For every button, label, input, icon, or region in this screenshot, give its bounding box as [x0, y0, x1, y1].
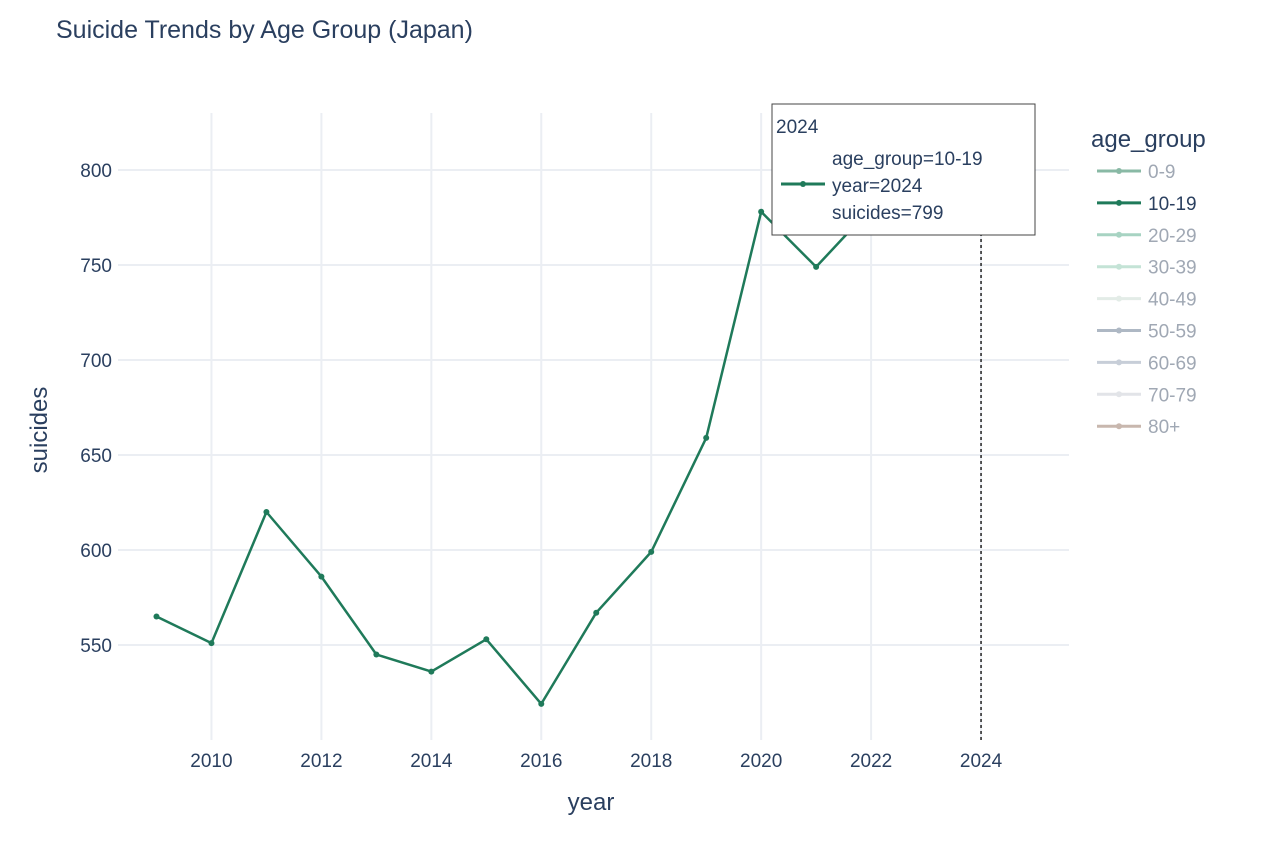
data-point[interactable] [208, 640, 215, 647]
legend-item-10-19[interactable]: 10-19 [1097, 194, 1197, 215]
y-axis-title: suicides [26, 387, 53, 474]
legend-label: 50-59 [1148, 322, 1197, 343]
y-tick-label: 550 [80, 636, 112, 657]
legend-swatch-marker [1116, 295, 1122, 302]
legend-title: age_group [1091, 126, 1206, 153]
legend-label: 60-69 [1148, 353, 1197, 374]
legend-label: 70-79 [1148, 385, 1197, 406]
x-tick-label: 2012 [300, 751, 342, 772]
x-tick-label: 2024 [960, 751, 1003, 772]
y-tick-label: 750 [80, 256, 112, 277]
legend-item-70-79[interactable]: 70-79 [1097, 385, 1197, 406]
tooltip-line-suicides: suicides=799 [832, 203, 943, 224]
legend-item-40-49[interactable]: 40-49 [1097, 290, 1197, 311]
legend-label: 40-49 [1148, 290, 1197, 311]
y-tick-label: 700 [80, 351, 112, 372]
tooltip-line-year: year=2024 [832, 176, 923, 197]
x-axis-title: year [568, 789, 615, 816]
legend-item-60-69[interactable]: 60-69 [1097, 353, 1197, 374]
legend-label: 30-39 [1148, 258, 1197, 279]
legend-swatch-marker [1116, 263, 1122, 270]
legend-swatch-marker [1116, 359, 1122, 366]
tooltip-header: 2024 [776, 117, 819, 138]
chart-title: Suicide Trends by Age Group (Japan) [56, 16, 473, 44]
x-tick-label: 2020 [740, 751, 782, 772]
data-point[interactable] [428, 668, 435, 675]
series-line-10-19[interactable] [155, 153, 982, 706]
x-tick-label: 2014 [410, 751, 453, 772]
x-tick-label: 2022 [850, 751, 892, 772]
tooltip-box [771, 103, 1036, 236]
legend-item-80+[interactable]: 80+ [1097, 417, 1180, 438]
legend-item-20-29[interactable]: 20-29 [1097, 226, 1197, 247]
legend-item-30-39[interactable]: 30-39 [1097, 258, 1197, 279]
data-point[interactable] [538, 700, 545, 707]
legend-swatch-marker [1116, 423, 1122, 430]
tooltip-line-age-group: age_group=10-19 [832, 149, 983, 170]
legend-label: 20-29 [1148, 226, 1197, 247]
y-axis-ticks: 550 600 650 700 750 800 [80, 161, 112, 657]
hover-tooltip: 2024 age_group=10-19 year=2024 suicides=… [771, 103, 1036, 236]
x-axis-ticks: 2010 2012 2014 2016 2018 2020 2022 2024 [190, 751, 1002, 772]
legend-swatch-marker [1116, 199, 1122, 206]
y-tick-label: 600 [80, 541, 112, 562]
data-point[interactable] [758, 208, 765, 215]
data-point[interactable] [318, 573, 325, 580]
y-tick-label: 800 [80, 161, 112, 182]
data-point[interactable] [373, 651, 380, 658]
x-tick-label: 2018 [630, 751, 672, 772]
legend-swatch-marker [1116, 231, 1122, 238]
data-point[interactable] [593, 609, 600, 616]
data-point[interactable] [263, 509, 270, 515]
data-point[interactable] [703, 434, 710, 441]
legend[interactable]: 0-9 10-19 20-29 30-39 40-49 50-59 60-69 70-79 80… [1097, 162, 1197, 438]
x-tick-label: 2016 [520, 751, 562, 772]
legend-label: 80+ [1148, 417, 1180, 438]
data-point[interactable] [153, 613, 160, 620]
y-tick-label: 650 [80, 446, 112, 467]
legend-swatch-marker [1116, 327, 1122, 334]
data-point[interactable] [483, 636, 490, 643]
legend-swatch-marker [1116, 168, 1122, 174]
legend-swatch-marker [1116, 391, 1122, 398]
legend-label: 0-9 [1148, 162, 1175, 183]
legend-label: 10-19 [1148, 194, 1197, 215]
legend-item-50-59[interactable]: 50-59 [1097, 322, 1197, 343]
tooltip-swatch-marker [800, 181, 806, 187]
data-point[interactable] [813, 263, 820, 270]
x-tick-label: 2010 [190, 751, 232, 772]
data-point[interactable] [648, 548, 655, 555]
legend-item-0-9[interactable]: 0-9 [1097, 162, 1175, 183]
